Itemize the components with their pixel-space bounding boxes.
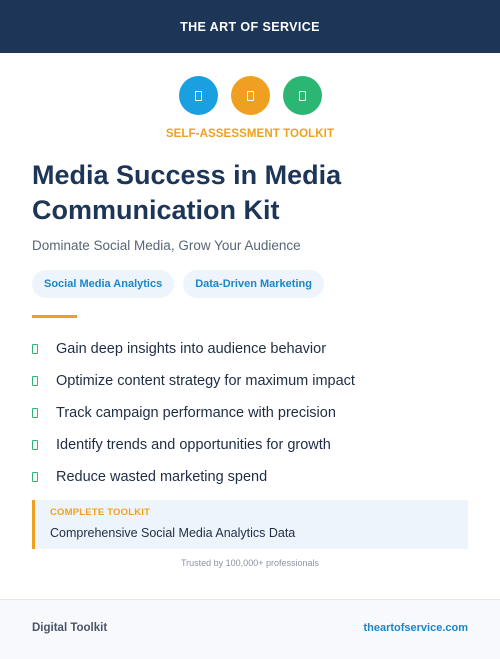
feature-text: Track campaign performance with precisio… <box>56 405 336 421</box>
page-title: Media Success in Media Communication Kit <box>32 160 342 225</box>
check-icon <box>32 376 38 386</box>
feature-text: Gain deep insights into audience behavio… <box>56 341 327 357</box>
callout-label: COMPLETE TOOLKIT <box>50 507 151 518</box>
document-icon <box>230 76 270 115</box>
document-icon <box>282 76 322 115</box>
feature-text: Reduce wasted marketing spend <box>56 469 268 485</box>
header-bar: THE ART OF SERVICE <box>0 0 500 53</box>
list-item: Optimize content strategy for maximum im… <box>32 365 355 397</box>
list-item: Gain deep insights into audience behavio… <box>32 333 355 365</box>
feature-text: Optimize content strategy for maximum im… <box>56 373 355 389</box>
footer-label: Digital Toolkit <box>32 622 108 634</box>
page-subtitle: Dominate Social Media, Grow Your Audienc… <box>32 238 301 253</box>
toolkit-callout: COMPLETE TOOLKIT Comprehensive Social Me… <box>32 500 468 549</box>
list-item: Identify trends and opportunities for gr… <box>32 429 355 461</box>
tag-list: Social Media Analytics Data-Driven Marke… <box>32 270 324 298</box>
check-icon <box>32 472 38 482</box>
check-icon <box>32 344 38 354</box>
feature-list: Gain deep insights into audience behavio… <box>32 333 355 493</box>
brand-name: THE ART OF SERVICE <box>180 19 320 34</box>
list-item: Reduce wasted marketing spend <box>32 461 355 493</box>
check-icon <box>32 440 38 450</box>
eyebrow-label: SELF-ASSESSMENT TOOLKIT <box>165 128 335 140</box>
footer-bar: Digital Toolkit theartofservice.com <box>0 599 500 659</box>
callout-text: Comprehensive Social Media Analytics Dat… <box>50 526 296 540</box>
feature-text: Identify trends and opportunities for gr… <box>56 437 331 453</box>
list-item: Track campaign performance with precisio… <box>32 397 355 429</box>
document-icon <box>178 76 218 115</box>
accent-divider <box>32 315 77 318</box>
footer-website-link[interactable]: theartofservice.com <box>363 622 468 634</box>
trust-note: Trusted by 100,000+ professionals <box>180 558 319 568</box>
icon-row <box>0 76 500 115</box>
tag-data-driven-marketing: Data-Driven Marketing <box>183 270 324 298</box>
tag-social-media-analytics: Social Media Analytics <box>32 270 175 298</box>
check-icon <box>32 408 38 418</box>
